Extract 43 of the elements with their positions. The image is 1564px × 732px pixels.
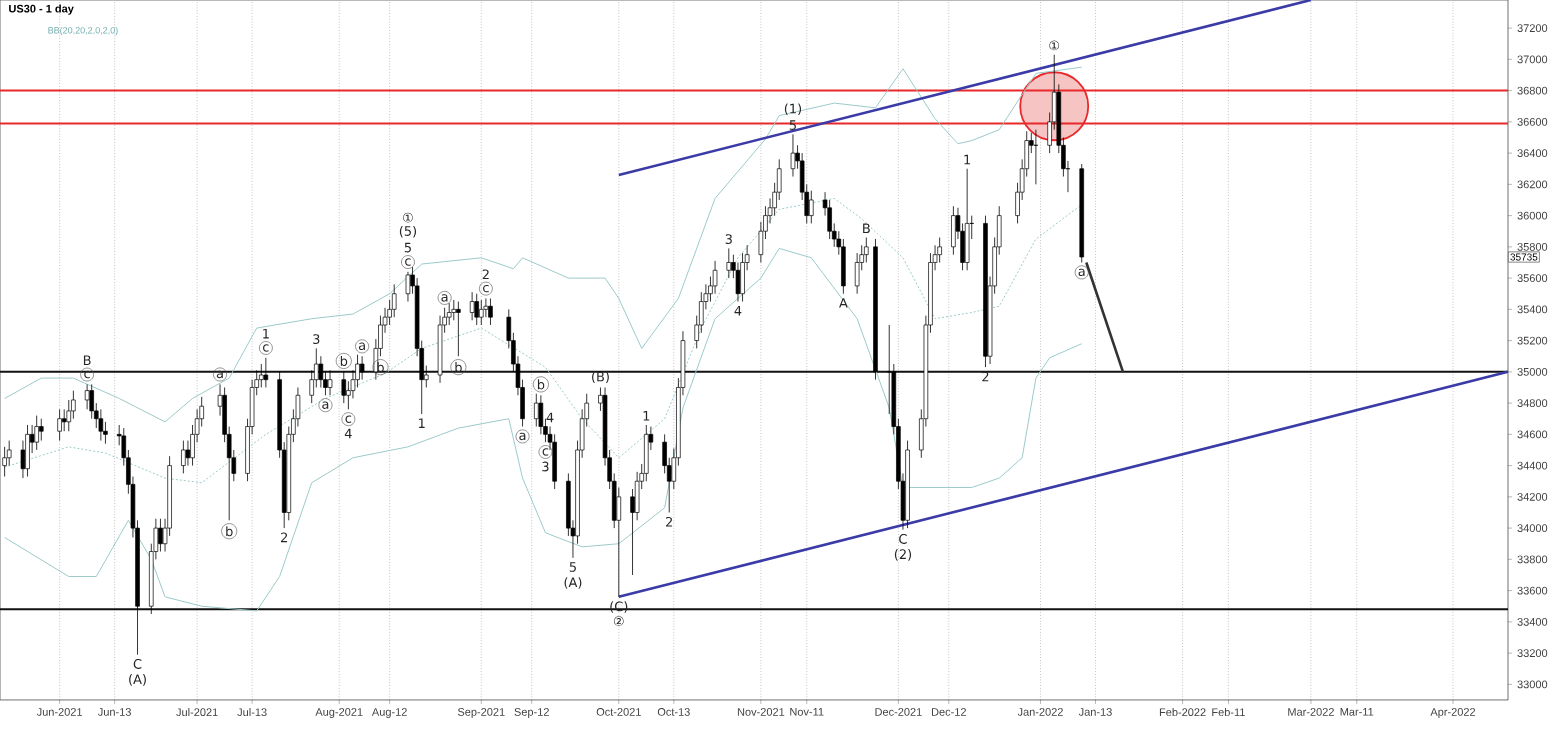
candlestick — [644, 424, 649, 482]
candlestick — [534, 393, 539, 427]
candlestick — [391, 283, 397, 318]
candlestick — [483, 298, 489, 318]
candlestick — [937, 237, 942, 263]
candlestick — [488, 298, 493, 326]
candlestick — [740, 252, 745, 302]
candlestick — [446, 302, 452, 326]
candlestick — [89, 383, 94, 420]
candlestick — [726, 248, 732, 279]
candlestick — [263, 357, 269, 388]
candlestick — [25, 424, 30, 477]
candlestick — [841, 238, 846, 295]
candlestick — [479, 299, 484, 326]
candlestick — [809, 190, 814, 224]
candlestick — [854, 252, 860, 295]
candlestick — [864, 237, 869, 263]
candlestick — [61, 408, 67, 432]
candlestick — [181, 440, 186, 474]
candlestick — [327, 369, 333, 396]
candlestick — [259, 363, 264, 388]
candlestick — [790, 133, 796, 177]
candlestick — [66, 399, 72, 432]
candlestick — [158, 518, 163, 552]
candlestick — [451, 299, 457, 321]
candlestick — [964, 168, 970, 271]
candlestick — [359, 355, 365, 381]
candlestick — [405, 271, 411, 302]
candlestick — [827, 199, 832, 240]
candlestick — [712, 260, 718, 295]
candlestick — [57, 408, 62, 441]
candlestick — [318, 355, 324, 388]
candlestick — [538, 394, 544, 435]
candlestick — [474, 293, 479, 326]
candlestick — [34, 415, 39, 451]
candlestick — [456, 301, 461, 357]
candlestick — [341, 371, 347, 404]
candlestick — [552, 433, 557, 490]
candlestick — [98, 408, 104, 441]
candlestick — [2, 446, 7, 477]
candlestick — [39, 418, 44, 441]
candlestick — [469, 291, 475, 321]
candlestick — [951, 205, 956, 256]
